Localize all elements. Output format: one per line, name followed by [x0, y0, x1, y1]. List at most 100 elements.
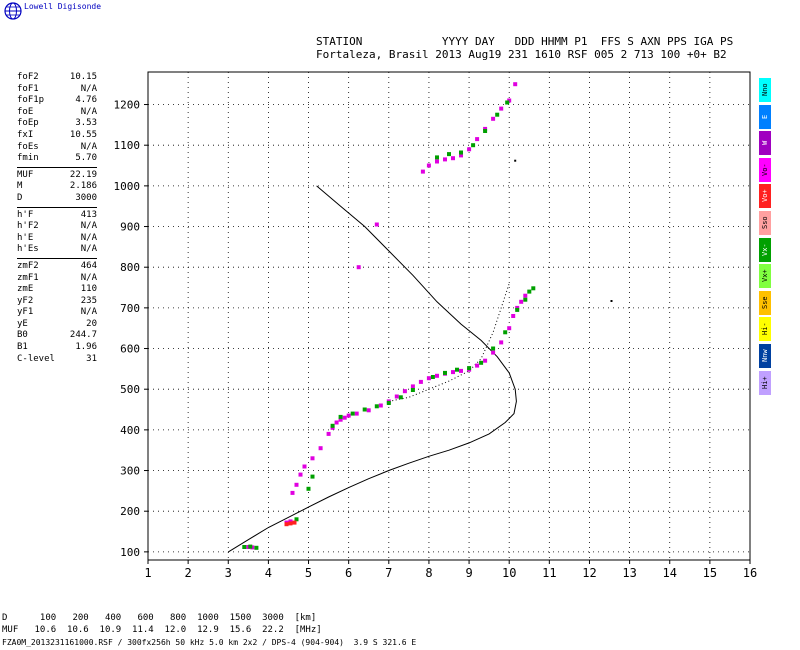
- legend-item: Hi-: [759, 317, 771, 342]
- param-value: 5.70: [75, 153, 97, 164]
- echo-point: [356, 265, 361, 270]
- parameter-panel: foF2 10.15 foF1 N/A foF1p 4.76 foE N/A foEp 3.53 f…: [17, 72, 97, 365]
- echo-point: [346, 413, 351, 418]
- echo-point: [507, 326, 512, 331]
- param-row: yF1 N/A: [17, 307, 97, 319]
- param-key: D: [17, 192, 23, 203]
- param-key: foF1: [17, 83, 39, 94]
- param-value: 3.53: [75, 118, 97, 129]
- param-value: 2.186: [69, 181, 97, 192]
- y-tick-label: 100: [120, 546, 140, 559]
- param-row: foE N/A: [17, 107, 97, 119]
- echo-point: [386, 401, 391, 405]
- echo-point: [420, 169, 425, 174]
- echo-point: [435, 373, 439, 378]
- param-row: fxI 10.55: [17, 130, 97, 142]
- param-key: zmE: [17, 284, 34, 295]
- y-tick-label: 500: [120, 383, 140, 396]
- param-value: 31: [86, 353, 97, 364]
- x-tick-label: 8: [425, 566, 432, 580]
- param-value: 413: [80, 209, 97, 220]
- param-key: h'F2: [17, 221, 39, 232]
- param-value: N/A: [80, 244, 97, 255]
- legend-item: Vx+: [759, 264, 771, 289]
- echo-point: [326, 431, 331, 436]
- echo-point: [503, 330, 508, 335]
- param-value: 244.7: [69, 330, 97, 341]
- param-row: zmF2 464: [17, 261, 97, 273]
- plot-grid: [147, 71, 751, 561]
- legend-item: Vo-: [759, 157, 771, 182]
- echo-point: [410, 388, 415, 392]
- echo-point: [459, 368, 463, 373]
- param-key: yF1: [17, 307, 34, 318]
- electron-density-profile: [228, 185, 517, 553]
- x-tick-label: 2: [185, 566, 192, 580]
- param-value: 22.19: [69, 169, 97, 180]
- brand-label: Lowell Digisonde: [24, 2, 102, 11]
- param-row: yF2 235: [17, 296, 97, 308]
- param-value: N/A: [80, 83, 97, 94]
- legend-item: Sse: [759, 290, 771, 315]
- legend-item: E: [759, 104, 771, 129]
- echo-point: [491, 346, 496, 351]
- globe-icon: [4, 2, 22, 20]
- param-row: zmF1 N/A: [17, 273, 97, 285]
- param-key: fmin: [17, 153, 39, 164]
- param-divider: [17, 166, 97, 168]
- echo-point: [483, 129, 488, 133]
- y-tick-label: 700: [120, 302, 140, 315]
- param-value: 3000: [75, 192, 97, 203]
- echo-point: [491, 116, 496, 121]
- x-tick-label: 9: [465, 566, 472, 580]
- legend-item: Nnw: [759, 343, 771, 368]
- y-tick-label: 300: [120, 465, 140, 478]
- param-value: 10.55: [69, 129, 97, 140]
- param-value: N/A: [80, 232, 97, 243]
- echo-point: [398, 395, 403, 400]
- param-row: MUF 22.19: [17, 170, 97, 182]
- polarization-legend: Nno E W Vo- Vo+ Sso Vx- Vx+ Sse Hi- Nnw Hi+: [759, 78, 771, 397]
- x-tick-label: 6: [345, 566, 352, 580]
- param-key: yF2: [17, 295, 34, 306]
- echo-point: [435, 159, 439, 164]
- param-row: fmin 5.70: [17, 153, 97, 165]
- computed-trace: [388, 283, 510, 402]
- echo-point: [475, 363, 480, 368]
- echo-point: [310, 456, 315, 461]
- param-key: zmF1: [17, 272, 39, 283]
- param-key: yE: [17, 318, 28, 329]
- param-value: N/A: [80, 141, 97, 152]
- echo-point: [290, 490, 295, 495]
- echo-point: [451, 370, 455, 375]
- param-key: h'Es: [17, 244, 39, 255]
- param-row: yE 20: [17, 319, 97, 331]
- echo-point: [455, 367, 459, 372]
- param-row: h'F 413: [17, 210, 97, 222]
- legend-item: W: [759, 131, 771, 156]
- echo-point: [527, 289, 532, 294]
- param-key: foEp: [17, 118, 39, 129]
- param-key: M: [17, 181, 23, 192]
- legend-item: Vx-: [759, 237, 771, 262]
- echo-point: [426, 163, 431, 168]
- echo-point: [294, 517, 299, 522]
- x-tick-label: 1: [144, 566, 151, 580]
- x-tick-label: 4: [265, 566, 272, 580]
- param-key: fxI: [17, 129, 34, 140]
- param-row: C-level 31: [17, 354, 97, 366]
- param-divider: [17, 257, 97, 259]
- param-row: M 2.186: [17, 181, 97, 193]
- param-value: 110: [80, 284, 97, 295]
- echo-point: [334, 420, 339, 425]
- echo-point: [523, 293, 528, 298]
- param-value: 20: [86, 318, 97, 329]
- param-value: 4.76: [75, 95, 97, 106]
- legend-item: Sso: [759, 210, 771, 235]
- param-value: N/A: [80, 221, 97, 232]
- echo-point: [499, 106, 504, 111]
- param-value: 464: [80, 260, 97, 271]
- echo-point: [523, 297, 528, 302]
- echo-point: [479, 360, 484, 365]
- param-divider: [17, 206, 97, 208]
